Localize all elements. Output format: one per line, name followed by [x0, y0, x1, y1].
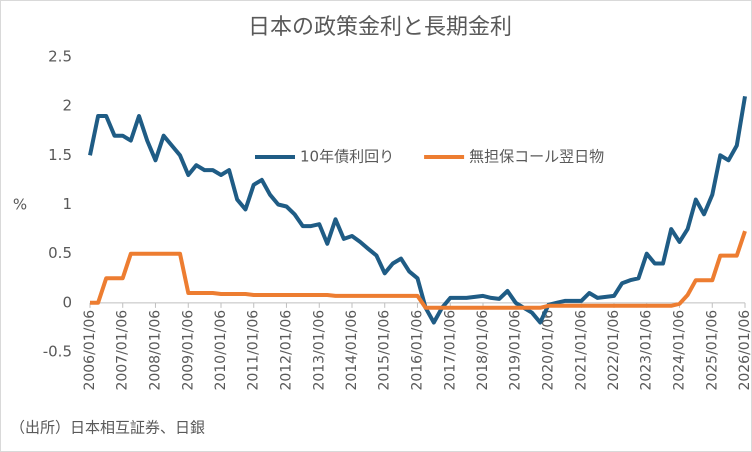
x-tick-label: 2009/01/06	[180, 310, 196, 391]
x-tick-label: 2016/01/06	[409, 310, 425, 391]
x-tick-label: 2020/01/06	[540, 310, 556, 391]
legend-label: 10年債利回り	[300, 148, 394, 166]
line-series	[90, 230, 747, 310]
x-tick-label: 2025/01/06	[704, 310, 720, 391]
y-tick-label: -0.5	[43, 343, 72, 361]
x-tick-label: 2018/01/06	[475, 310, 491, 391]
source-note: （出所）日本相互証券、日銀	[10, 419, 205, 437]
x-tick-label: 2019/01/06	[508, 310, 524, 391]
x-tick-label: 2023/01/06	[639, 310, 655, 391]
x-tick-label: 2008/01/06	[147, 310, 163, 391]
y-tick-label: 0	[62, 293, 72, 311]
x-tick-label: 2010/01/06	[213, 310, 229, 391]
x-tick-label: 2011/01/06	[246, 310, 262, 391]
chart-title: 日本の政策金利と長期金利	[248, 15, 512, 40]
x-tick-label: 2024/01/06	[671, 310, 687, 391]
y-axis-label: %	[13, 196, 27, 214]
y-tick-label: 1	[62, 195, 72, 213]
x-tick-label: 2007/01/06	[115, 310, 131, 391]
x-tick-label: 2021/01/06	[573, 310, 589, 391]
x-tick-label: 2026/01/06	[737, 310, 752, 391]
y-tick-label: 2	[62, 97, 72, 115]
legend-label: 無担保コール翌日物	[469, 148, 604, 166]
x-tick-label: 2022/01/06	[606, 310, 622, 391]
x-tick-label: 2013/01/06	[311, 310, 327, 391]
x-tick-label: 2017/01/06	[442, 310, 458, 391]
x-tick-label: 2014/01/06	[344, 310, 360, 391]
y-tick-label: 1.5	[48, 146, 72, 164]
y-tick-label: 2.5	[48, 48, 72, 66]
x-tick-label: 2015/01/06	[377, 310, 393, 391]
x-tick-label: 2006/01/06	[82, 310, 98, 391]
line-series	[88, 95, 747, 325]
y-tick-label: 0.5	[48, 244, 72, 262]
x-tick-label: 2012/01/06	[278, 310, 294, 391]
